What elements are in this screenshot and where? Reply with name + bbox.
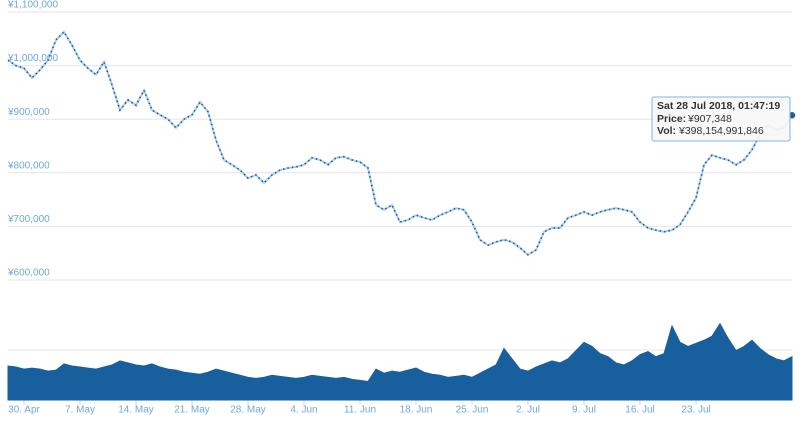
x-tick-label: 11. Jun — [344, 405, 376, 416]
tooltip-price-label: Price: — [657, 113, 686, 125]
y-tick-label: ¥700,000 — [7, 214, 50, 225]
x-tick-label: 21. May — [174, 405, 210, 416]
y-tick-label: ¥900,000 — [7, 107, 50, 118]
x-tick-label: 7. May — [65, 405, 95, 416]
tooltip-box — [651, 96, 791, 142]
x-tick-label: 25. Jun — [456, 405, 489, 416]
y-tick-label: ¥1,100,000 — [7, 0, 58, 11]
y-tick-label: ¥600,000 — [7, 268, 50, 279]
x-tick-label: 4. Jun — [290, 405, 317, 416]
tooltip-date: Sat 28 Jul 2018, 01:47:19 — [657, 100, 780, 112]
x-tick-label: 2. Jul — [516, 405, 540, 416]
x-tick-label: 9. Jul — [572, 405, 596, 416]
y-tick-label: ¥1,000,000 — [7, 53, 58, 64]
x-tick-label: 14. May — [118, 405, 154, 416]
x-tick-label: 28. May — [230, 405, 266, 416]
tooltip-price: ¥907,348 — [687, 113, 732, 125]
x-tick-label: 16. Jul — [625, 405, 654, 416]
volume-area — [7, 322, 793, 401]
x-tick-label: 23. Jul — [681, 405, 710, 416]
price-line-halo — [7, 30, 793, 257]
tooltip-vol-label: Vol: — [657, 125, 676, 137]
tooltip-vol: ¥398,154,991,846 — [678, 125, 764, 137]
x-tick-label: 30. Apr — [8, 405, 40, 416]
y-tick-label: ¥800,000 — [7, 160, 50, 171]
x-tick-label: 18. Jun — [400, 405, 433, 416]
